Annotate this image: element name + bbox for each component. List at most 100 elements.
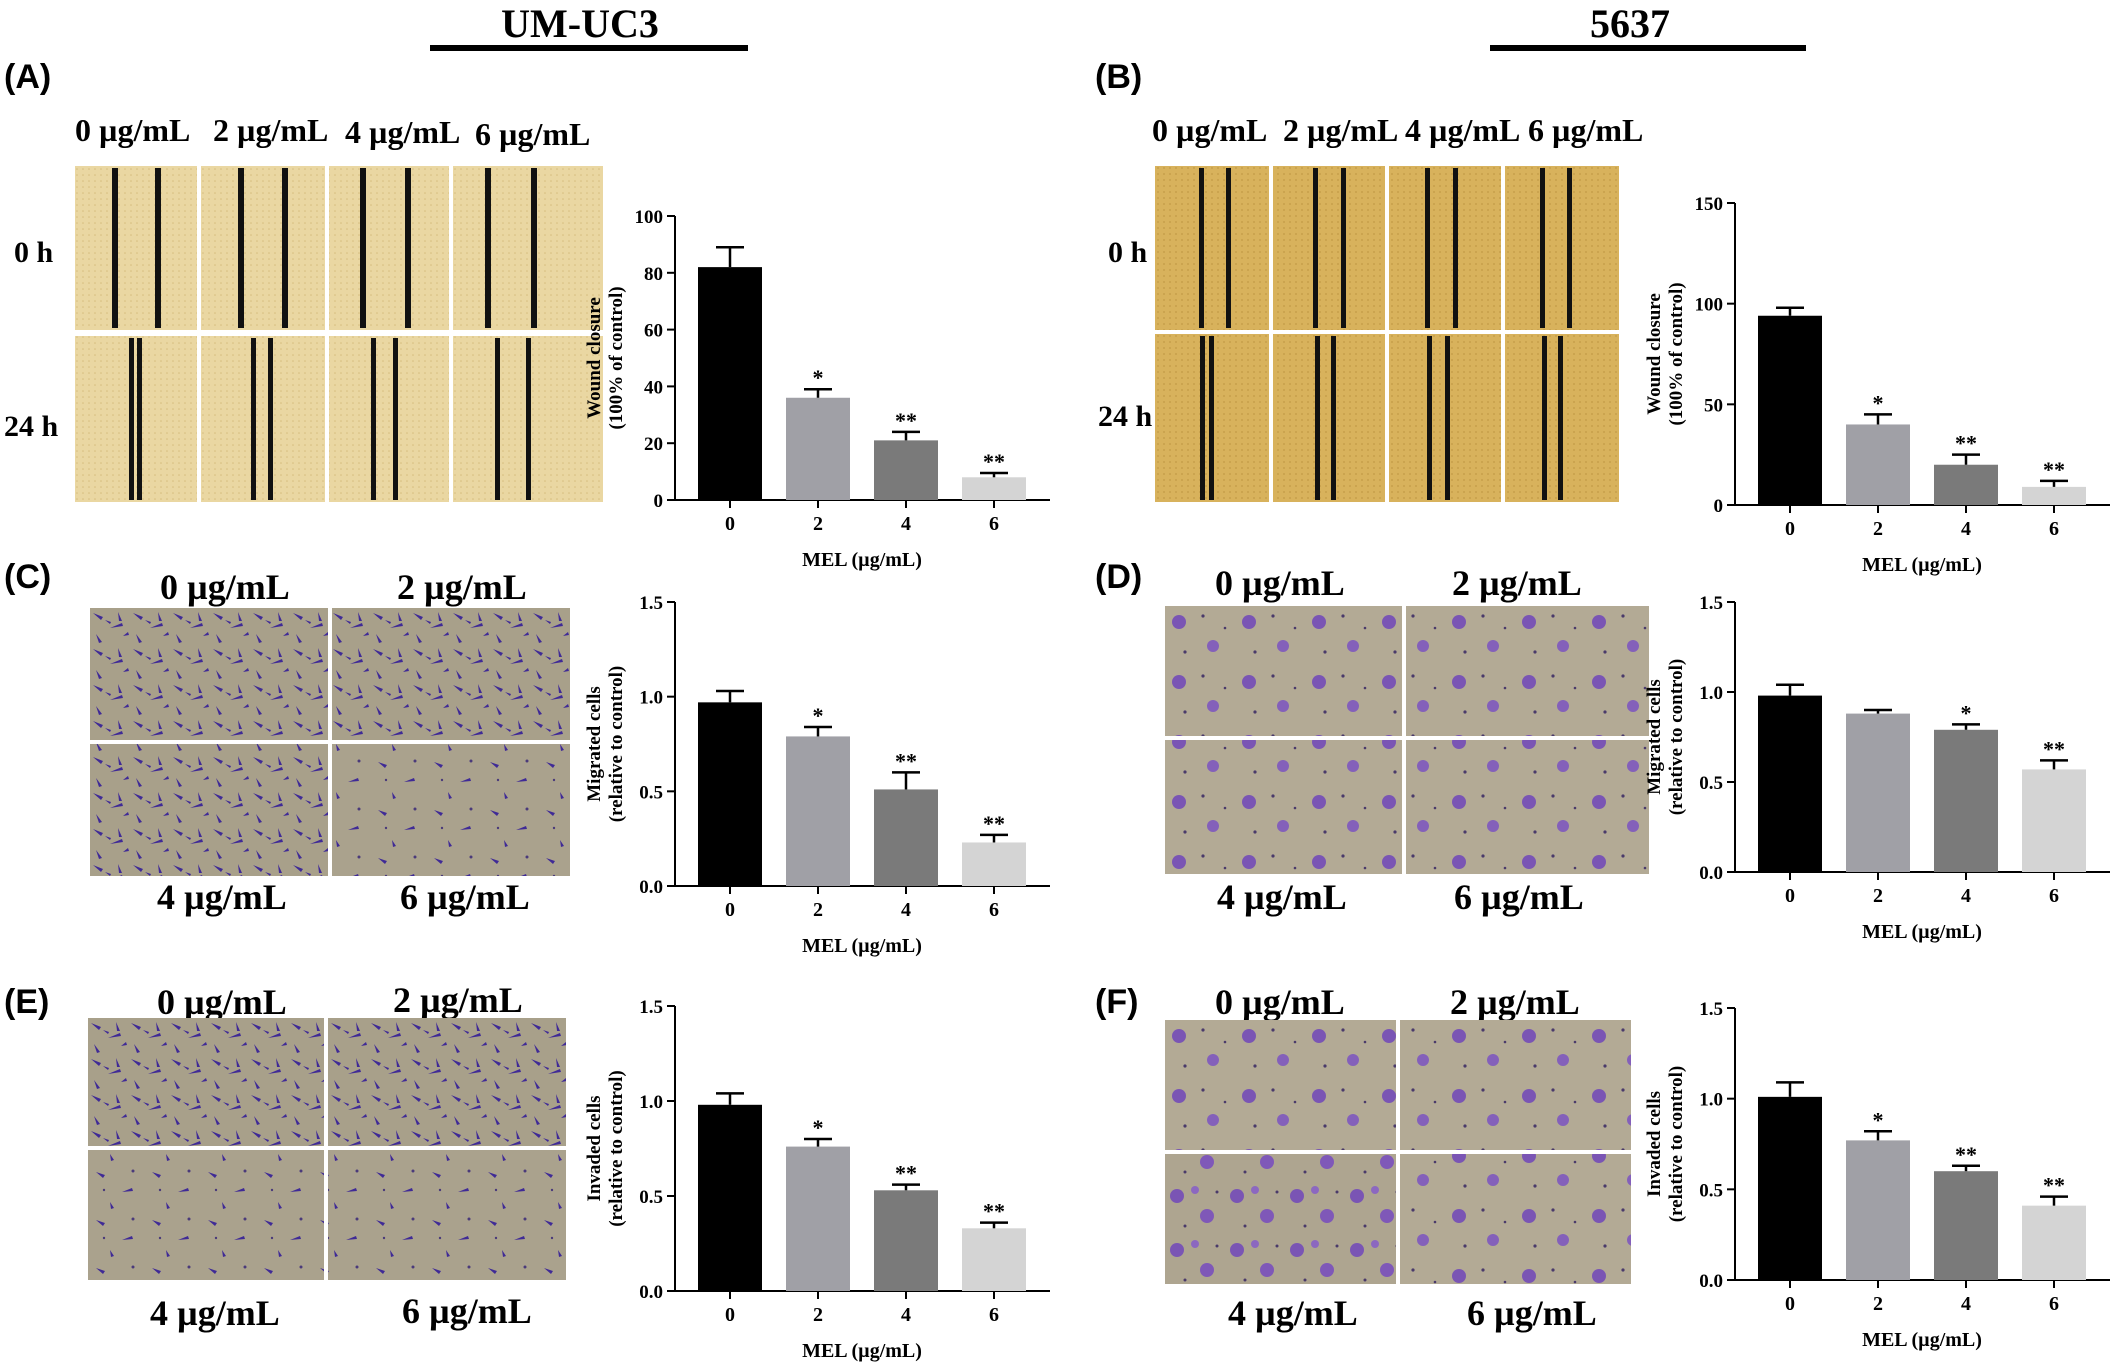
- y-tick-label: 1.5: [639, 593, 663, 614]
- bar-6: [2022, 1205, 2086, 1280]
- chart-e: 0.0 0.5 1.0 1.5 0 * 2 ** 4 ** 6 MEL (µg/mL) Invaded …: [584, 997, 1050, 1362]
- x-tick-label: 4: [901, 513, 911, 535]
- panel-c-conc-2: 2 µg/mL: [397, 567, 527, 607]
- panel-d-transwell-images: [1165, 606, 1649, 874]
- panel-e-conc-0: 0 µg/mL: [157, 982, 287, 1022]
- x-tick-label: 0: [1785, 518, 1795, 540]
- bar-4: [1934, 464, 1998, 505]
- chart-f: 0.0 0.5 1.0 1.5 0 * 2 ** 4 ** 6 MEL (µg/mL) Invaded …: [1644, 999, 2110, 1351]
- panel-f-conc-4: 4 µg/mL: [1228, 1293, 1358, 1333]
- bar-6: [962, 477, 1026, 500]
- x-axis-label: MEL (µg/mL): [1862, 1329, 1982, 1351]
- chart-c: 0.0 0.5 1.0 1.5 0 * 2 ** 4 ** 6 MEL (µg/mL) Migrated…: [584, 593, 1050, 957]
- panel-label-d: (D): [1095, 558, 1143, 596]
- x-tick-label: 0: [1785, 1293, 1795, 1315]
- x-tick-label: 6: [2049, 1293, 2059, 1315]
- bar-0: [1758, 695, 1822, 872]
- panel-f-conc-0: 0 µg/mL: [1215, 982, 1345, 1022]
- bar-0: [698, 1104, 762, 1291]
- x-tick-label: 0: [725, 513, 735, 535]
- x-tick-label: 2: [1873, 885, 1883, 907]
- panel-b-conc-2: 2 µg/mL: [1283, 112, 1399, 148]
- y-axis-label: Invaded cells: [1644, 1091, 1665, 1197]
- x-tick-label: 4: [1961, 885, 1971, 907]
- y-tick-label: 0.5: [639, 782, 663, 803]
- chart-a: 0 20 40 60 80 100 0 * 2 ** 4 ** 6 MEL (µg/mL) Wound cl…: [584, 207, 1050, 571]
- x-axis-label: MEL (µg/mL): [1862, 921, 1982, 943]
- bar-2: [1846, 1140, 1910, 1280]
- x-axis-label: MEL (µg/mL): [802, 935, 922, 957]
- y-tick-label: 1.0: [639, 688, 663, 709]
- bar-2: [786, 736, 850, 886]
- bar-0: [1758, 1096, 1822, 1280]
- bar-2: [1846, 424, 1910, 505]
- y-tick-label: 1.5: [1699, 593, 1723, 614]
- significance-mark: **: [983, 811, 1005, 836]
- y-tick-label: 1.0: [1699, 683, 1723, 704]
- panel-a-row-0h: 0 h: [14, 236, 54, 269]
- panel-b-wound-images: [1155, 166, 1501, 502]
- panel-label-c: (C): [4, 558, 52, 596]
- panel-d-conc-4: 4 µg/mL: [1217, 877, 1347, 917]
- 5637-title: 5637: [1590, 1, 1670, 46]
- significance-mark: **: [2043, 1173, 2065, 1198]
- panel-b-row-24h: 24 h: [1098, 400, 1153, 433]
- bar-4: [1934, 729, 1998, 872]
- x-tick-label: 6: [989, 1304, 999, 1326]
- y-tick-label: 80: [644, 264, 663, 285]
- panel-a-row-24h: 24 h: [4, 410, 59, 443]
- x-tick-label: 6: [2049, 518, 2059, 540]
- bar-2: [786, 397, 850, 500]
- x-tick-label: 2: [1873, 518, 1883, 540]
- panel-a-conc-4: 4 µg/mL: [345, 114, 461, 150]
- panel-d-conc-6: 6 µg/mL: [1454, 877, 1584, 917]
- significance-mark: *: [813, 365, 824, 390]
- x-axis-label: MEL (µg/mL): [802, 1340, 922, 1362]
- bar-0: [1758, 315, 1822, 505]
- x-tick-label: 0: [1785, 885, 1795, 907]
- bar-6: [962, 1228, 1026, 1291]
- panel-a-conc-6: 6 µg/mL: [475, 116, 591, 152]
- x-tick-label: 2: [813, 899, 823, 921]
- y-axis-label-2: (relative to control): [1666, 1066, 1687, 1223]
- panel-c-conc-0: 0 µg/mL: [160, 567, 290, 607]
- y-axis-label: Migrated cells: [1644, 679, 1665, 795]
- y-axis-label-2: (100% of control): [1666, 282, 1687, 425]
- y-axis-label: Invaded cells: [584, 1095, 605, 1201]
- y-tick-label: 1.5: [1699, 999, 1723, 1020]
- significance-mark: **: [1955, 1142, 1977, 1167]
- panel-b-row-0h: 0 h: [1108, 236, 1148, 269]
- y-tick-label: 20: [644, 434, 663, 455]
- bar-4: [874, 440, 938, 500]
- y-tick-label: 100: [635, 207, 664, 228]
- x-tick-label: 2: [813, 513, 823, 535]
- y-tick-label: 0.5: [1699, 1180, 1723, 1201]
- bar-4: [874, 789, 938, 886]
- umuc3-title: UM-UC3: [501, 1, 659, 46]
- y-tick-label: 0.0: [1699, 863, 1723, 884]
- y-tick-label: 40: [644, 377, 663, 398]
- 5637-rule: [1490, 45, 1806, 51]
- panel-f-conc-6: 6 µg/mL: [1467, 1293, 1597, 1333]
- significance-mark: **: [895, 408, 917, 433]
- bar-2: [1846, 713, 1910, 872]
- y-axis-label: Wound closure: [1644, 293, 1665, 415]
- significance-mark: **: [983, 449, 1005, 474]
- x-tick-label: 2: [1873, 1293, 1883, 1315]
- panel-a-conc-0: 0 µg/mL: [75, 112, 191, 148]
- y-axis-label: Wound closure: [584, 297, 605, 419]
- y-tick-label: 100: [1695, 295, 1724, 316]
- panel-b-conc-4: 4 µg/mL: [1405, 112, 1521, 148]
- panel-b-conc-6: 6 µg/mL: [1528, 112, 1644, 148]
- y-tick-label: 0.5: [639, 1187, 663, 1208]
- y-axis-label: Migrated cells: [584, 686, 605, 802]
- bar-2: [786, 1146, 850, 1291]
- bar-4: [874, 1190, 938, 1291]
- panel-f-conc-2: 2 µg/mL: [1450, 982, 1580, 1022]
- y-tick-label: 0.0: [1699, 1271, 1723, 1292]
- y-tick-label: 1.0: [1699, 1090, 1723, 1111]
- x-tick-label: 6: [2049, 885, 2059, 907]
- significance-mark: *: [1873, 1107, 1884, 1132]
- bar-4: [1934, 1171, 1998, 1280]
- y-tick-label: 1.0: [639, 1092, 663, 1113]
